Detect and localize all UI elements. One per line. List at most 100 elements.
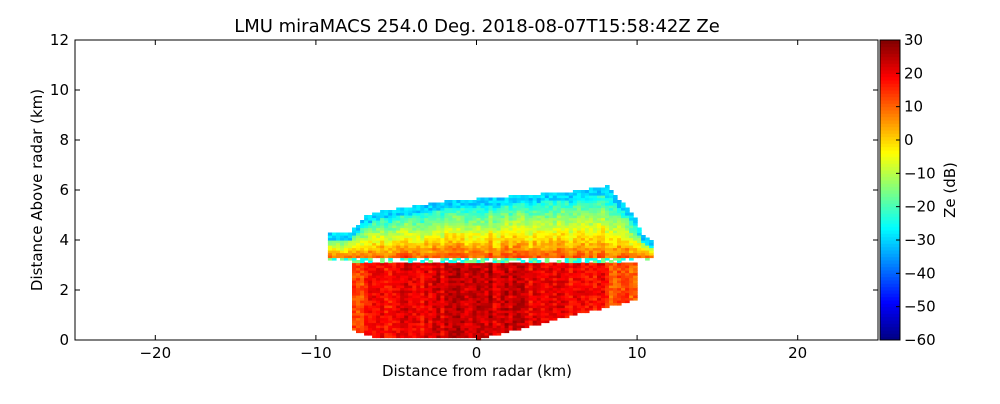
- reflectivity-cell: [625, 252, 630, 256]
- reflectivity-cell: [444, 250, 450, 254]
- reflectivity-cell: [528, 210, 534, 214]
- reflectivity-cell: [540, 192, 546, 196]
- reflectivity-cell: [540, 270, 546, 274]
- reflectivity-cell: [488, 232, 494, 236]
- reflectivity-cell: [560, 247, 566, 251]
- reflectivity-cell: [352, 237, 357, 241]
- reflectivity-cell: [376, 335, 381, 339]
- reflectivity-cell: [556, 225, 562, 229]
- reflectivity-cell: [508, 202, 514, 206]
- x-tick-label: −20: [139, 344, 171, 362]
- reflectivity-cell: [576, 230, 582, 234]
- reflectivity-cell: [384, 230, 389, 234]
- reflectivity-cell: [476, 272, 482, 276]
- reflectivity-cell: [364, 275, 369, 279]
- reflectivity-cell: [524, 312, 530, 316]
- reflectivity-cell: [472, 280, 478, 284]
- reflectivity-cell: [625, 250, 630, 254]
- reflectivity-cell: [392, 235, 397, 239]
- reflectivity-cell: [572, 285, 578, 289]
- reflectivity-cell: [352, 232, 357, 236]
- reflectivity-cell: [609, 240, 614, 244]
- reflectivity-cell: [396, 300, 401, 304]
- reflectivity-cell: [404, 282, 409, 286]
- reflectivity-cell: [552, 275, 558, 279]
- reflectivity-cell: [396, 222, 401, 226]
- reflectivity-cell: [468, 265, 474, 269]
- reflectivity-cell: [584, 212, 590, 216]
- reflectivity-cell: [368, 230, 373, 234]
- reflectivity-cell: [536, 245, 542, 249]
- reflectivity-cell: [476, 250, 482, 254]
- reflectivity-cell: [512, 235, 518, 239]
- reflectivity-cell: [460, 310, 466, 314]
- reflectivity-cell: [597, 237, 602, 241]
- reflectivity-cell: [364, 232, 369, 236]
- reflectivity-cell: [621, 237, 626, 241]
- reflectivity-cell: [476, 302, 482, 306]
- reflectivity-cell: [336, 255, 341, 259]
- reflectivity-cell: [372, 235, 377, 239]
- reflectivity-cell: [524, 227, 530, 231]
- reflectivity-cell: [568, 310, 574, 314]
- reflectivity-cell: [384, 265, 389, 269]
- reflectivity-cell: [532, 217, 538, 221]
- reflectivity-cell: [609, 247, 614, 251]
- reflectivity-cell: [568, 297, 574, 301]
- reflectivity-cell: [472, 230, 478, 234]
- reflectivity-cell: [601, 262, 606, 266]
- reflectivity-cell: [637, 237, 642, 241]
- reflectivity-cell: [524, 252, 530, 256]
- reflectivity-cell: [436, 275, 442, 279]
- reflectivity-cell: [548, 227, 554, 231]
- reflectivity-cell: [424, 237, 429, 241]
- reflectivity-cell: [613, 292, 618, 296]
- reflectivity-cell: [588, 230, 594, 234]
- reflectivity-cell: [352, 247, 357, 251]
- reflectivity-cell: [488, 227, 494, 231]
- reflectivity-cell: [488, 220, 494, 224]
- reflectivity-cell: [516, 200, 522, 204]
- reflectivity-cell: [617, 292, 622, 296]
- reflectivity-cell: [552, 282, 558, 286]
- reflectivity-cell: [464, 275, 470, 279]
- reflectivity-cell: [496, 230, 502, 234]
- reflectivity-cell: [576, 207, 582, 211]
- reflectivity-cell: [444, 327, 450, 331]
- reflectivity-cell: [476, 327, 482, 331]
- reflectivity-cell: [356, 260, 361, 264]
- reflectivity-cell: [576, 295, 582, 299]
- reflectivity-cell: [592, 205, 598, 209]
- reflectivity-cell: [584, 277, 590, 281]
- reflectivity-cell: [504, 307, 510, 311]
- reflectivity-cell: [412, 240, 417, 244]
- reflectivity-cell: [416, 307, 421, 311]
- reflectivity-cell: [597, 295, 602, 299]
- colorbar-segment: [880, 153, 900, 158]
- reflectivity-cell: [408, 250, 413, 254]
- reflectivity-cell: [484, 330, 490, 334]
- reflectivity-cell: [637, 250, 642, 254]
- reflectivity-cell: [544, 255, 550, 259]
- reflectivity-cell: [580, 225, 586, 229]
- reflectivity-cell: [613, 267, 618, 271]
- reflectivity-cell: [380, 240, 385, 244]
- reflectivity-cell: [496, 280, 502, 284]
- reflectivity-cell: [416, 290, 421, 294]
- reflectivity-cell: [613, 302, 618, 306]
- reflectivity-cell: [580, 285, 586, 289]
- reflectivity-cell: [432, 235, 437, 239]
- reflectivity-cell: [464, 335, 470, 339]
- reflectivity-cell: [356, 235, 361, 239]
- reflectivity-cell: [336, 235, 341, 239]
- reflectivity-cell: [540, 252, 546, 256]
- reflectivity-cell: [568, 240, 574, 244]
- reflectivity-cell: [568, 290, 574, 294]
- reflectivity-cell: [597, 202, 602, 206]
- reflectivity-cell: [364, 267, 369, 271]
- reflectivity-cell: [597, 190, 602, 194]
- reflectivity-cell: [448, 202, 454, 206]
- reflectivity-cell: [568, 212, 574, 216]
- reflectivity-cell: [576, 297, 582, 301]
- reflectivity-cell: [544, 267, 550, 271]
